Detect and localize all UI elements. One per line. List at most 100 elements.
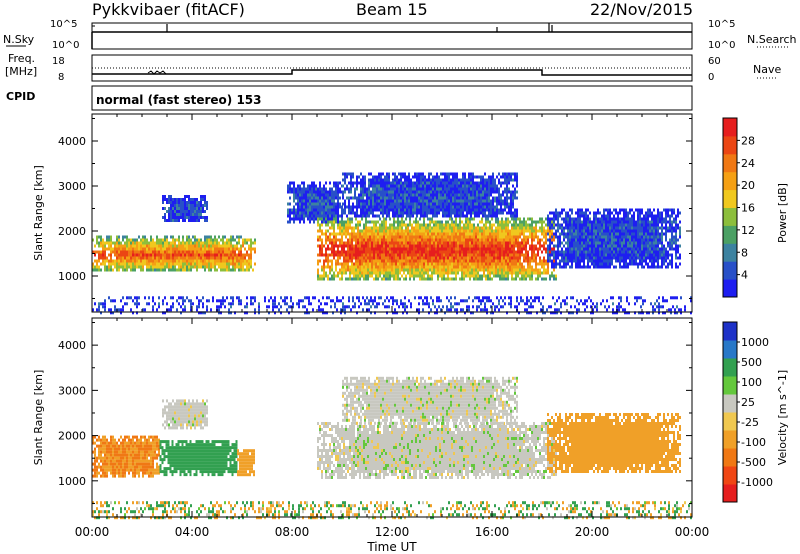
power-cell <box>394 178 396 182</box>
power-cell <box>519 217 521 221</box>
power-cell <box>460 211 462 215</box>
power-cell <box>244 253 246 257</box>
power-cell <box>427 271 429 275</box>
power-cell <box>451 217 453 221</box>
power-cell <box>541 244 543 248</box>
power-cell <box>575 217 577 221</box>
power-cell <box>543 235 545 239</box>
power-cell <box>424 178 426 182</box>
power-cell <box>474 205 476 209</box>
power-cell <box>555 235 557 239</box>
power-cell <box>360 211 362 215</box>
power-cell <box>389 271 391 275</box>
power-cell <box>458 205 460 209</box>
power-cell <box>224 262 226 266</box>
power-cell <box>351 259 353 263</box>
power-cell <box>112 259 114 263</box>
power-cell <box>450 199 452 203</box>
power-cell <box>377 226 379 230</box>
power-cell <box>461 247 463 251</box>
power-cell <box>477 256 479 260</box>
power-cell <box>433 226 435 230</box>
power-cell <box>388 190 390 194</box>
power-cell <box>563 220 565 224</box>
power-cell <box>465 229 467 233</box>
power-cell <box>413 262 415 266</box>
power-cell <box>396 196 398 200</box>
power-cell <box>124 268 126 272</box>
power-cell <box>496 196 498 200</box>
power-cell <box>448 193 450 197</box>
power-cell <box>365 250 367 254</box>
power-cell <box>587 226 589 230</box>
power-cell <box>417 253 419 257</box>
power-cell <box>454 187 456 191</box>
power-cell <box>447 274 449 278</box>
power-cell <box>190 210 192 213</box>
power-cell <box>513 256 515 260</box>
power-cell <box>381 253 383 257</box>
power-cell <box>428 187 430 191</box>
power-cell <box>432 202 434 206</box>
power-cell <box>323 244 325 248</box>
power-cell <box>457 268 459 272</box>
power-cell <box>473 247 475 251</box>
power-cell <box>396 193 398 197</box>
power-cell <box>349 217 351 221</box>
power-cell <box>487 271 489 275</box>
power-cell <box>535 220 537 224</box>
power-cell <box>309 196 311 200</box>
power-cell <box>323 184 325 188</box>
power-cell <box>561 223 563 227</box>
power-cell <box>583 262 585 266</box>
power-cell <box>440 190 442 194</box>
power-cell <box>493 232 495 236</box>
power-cell <box>432 196 434 200</box>
power-cell <box>462 184 464 188</box>
power-cell <box>549 223 551 227</box>
power-cell <box>347 256 349 260</box>
power-cell <box>347 244 349 248</box>
power-cell <box>232 265 234 269</box>
power-cell <box>184 241 186 245</box>
power-cell <box>392 190 394 194</box>
power-cell <box>445 265 447 269</box>
power-cell <box>174 244 176 248</box>
power-cell <box>224 247 226 251</box>
power-cell <box>323 211 325 215</box>
power-cell <box>214 259 216 263</box>
power-cell <box>413 244 415 248</box>
power-cell <box>517 217 519 221</box>
power-cell <box>585 211 587 215</box>
power-cell <box>228 253 230 257</box>
power-cell <box>495 250 497 254</box>
power-cell <box>295 211 297 215</box>
power-cell <box>487 232 489 236</box>
power-cell <box>347 232 349 236</box>
power-cell <box>533 256 535 260</box>
power-cell <box>435 250 437 254</box>
power-cell <box>376 205 378 209</box>
power-cell <box>360 172 362 176</box>
power-cell <box>393 271 395 275</box>
power-cell <box>140 247 142 251</box>
power-cell <box>519 247 521 251</box>
power-cell <box>501 235 503 239</box>
power-cell <box>386 205 388 209</box>
power-cell <box>299 211 301 215</box>
power-cell <box>381 271 383 275</box>
power-cell <box>444 202 446 206</box>
power-cell <box>527 241 529 245</box>
power-cell <box>248 259 250 263</box>
power-cell <box>447 220 449 224</box>
power-cell <box>533 238 535 242</box>
power-cell <box>356 199 358 203</box>
power-cell <box>498 193 500 197</box>
power-cell <box>202 265 204 269</box>
power-cell <box>489 247 491 251</box>
power-cell <box>396 178 398 182</box>
power-cell <box>403 265 405 269</box>
power-cell <box>496 190 498 194</box>
power-cell <box>432 205 434 209</box>
power-cell <box>537 274 539 278</box>
